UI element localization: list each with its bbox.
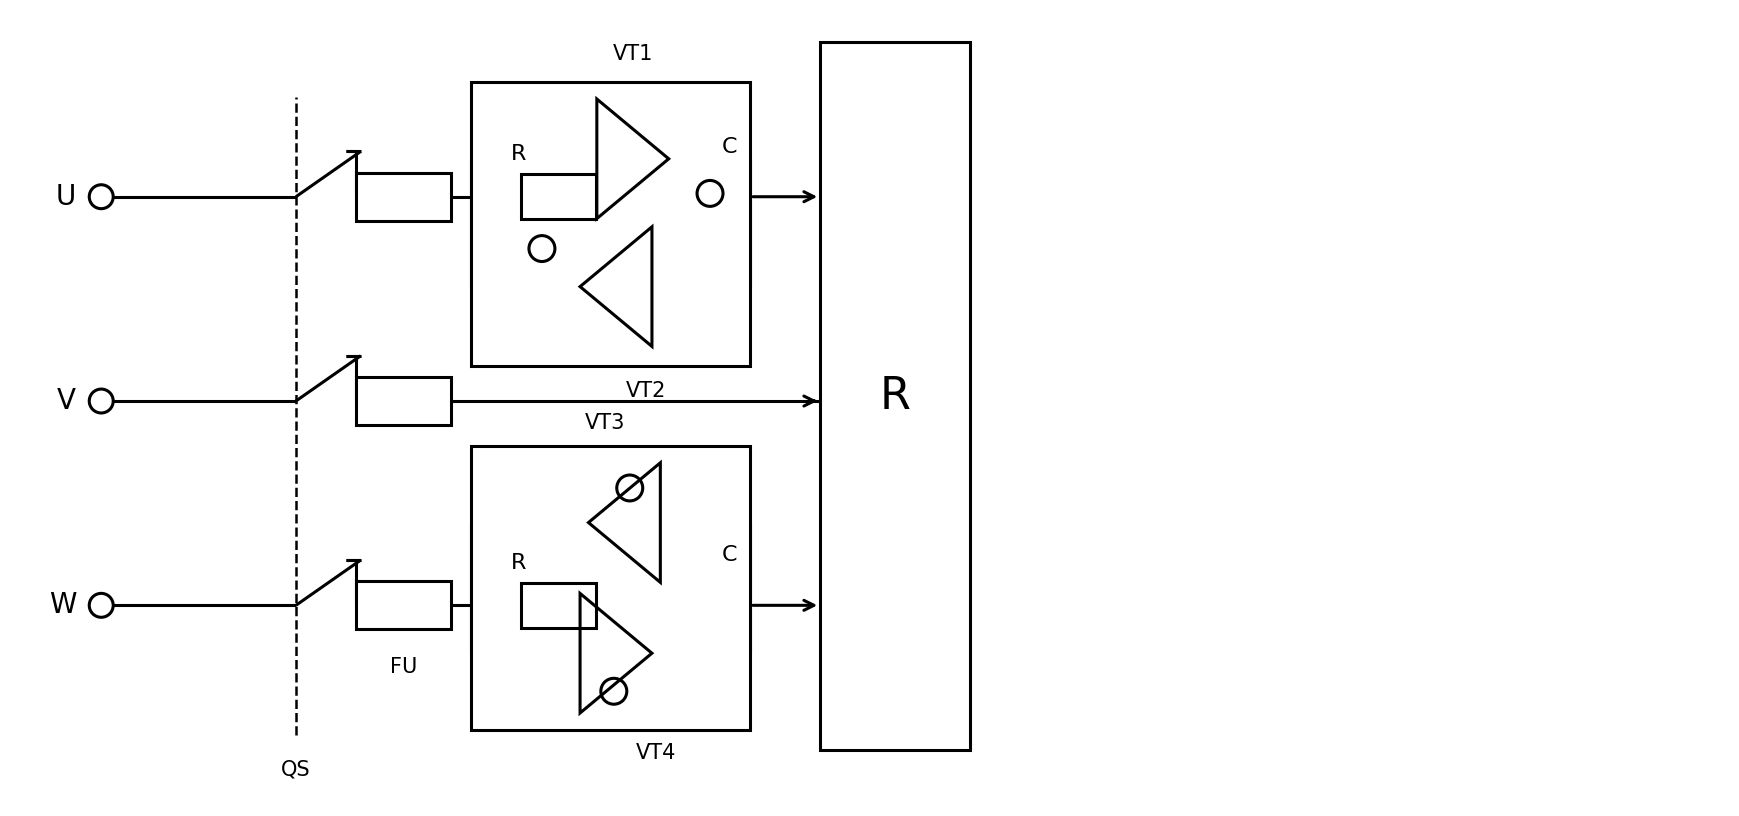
Bar <box>821 42 970 750</box>
Bar <box>356 173 450 220</box>
Bar <box>522 175 596 220</box>
Bar <box>356 377 450 425</box>
Text: V: V <box>57 387 77 415</box>
Text: VT4: VT4 <box>636 743 676 763</box>
Bar <box>356 582 450 629</box>
Text: VT3: VT3 <box>584 413 624 432</box>
Text: VT2: VT2 <box>626 381 666 401</box>
Bar <box>522 583 596 628</box>
Text: FU: FU <box>390 657 417 677</box>
Text: C: C <box>722 545 737 565</box>
Bar <box>471 82 750 366</box>
Text: U: U <box>56 183 77 211</box>
Text: VT1: VT1 <box>612 44 654 64</box>
Text: QS: QS <box>282 760 311 780</box>
Text: R: R <box>511 553 527 573</box>
Text: C: C <box>722 137 737 157</box>
Bar <box>471 446 750 730</box>
Text: W: W <box>49 592 77 619</box>
Text: R: R <box>511 144 527 164</box>
Text: R: R <box>880 375 911 418</box>
